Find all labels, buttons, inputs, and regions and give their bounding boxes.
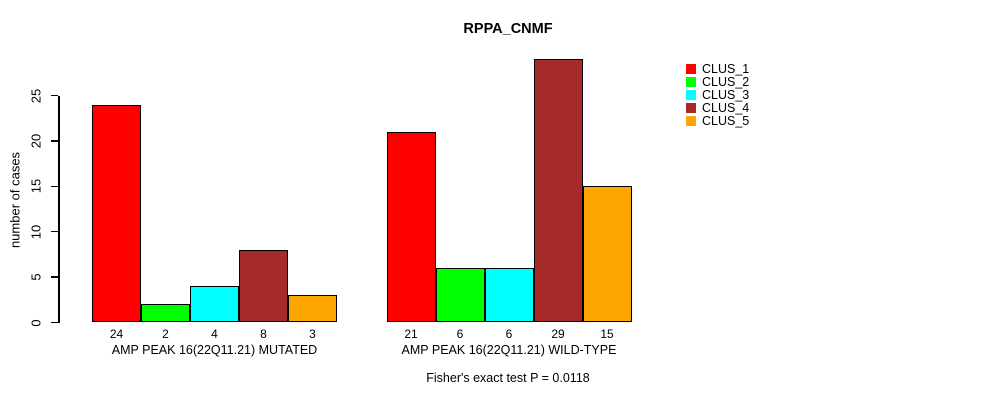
bar-value-label: 6 — [456, 327, 464, 341]
y-axis-tick — [51, 321, 58, 324]
legend-label: CLUS_2 — [702, 74, 750, 89]
bar-clus_1-group1 — [92, 104, 141, 323]
bar-clus_5-group1 — [288, 295, 337, 323]
x-axis-group-label: AMP PEAK 16(22Q11.21) MUTATED — [111, 343, 318, 357]
legend-item-clus_5: CLUS_5 — [686, 113, 750, 128]
y-axis-tick-label: 10 — [28, 224, 44, 239]
y-axis-title: number of cases — [7, 151, 23, 249]
bar-clus_4-group2 — [533, 59, 583, 323]
bar-value-label: 2 — [162, 327, 169, 341]
chart-title: RPPA_CNMF — [463, 21, 553, 37]
y-axis-tick-label: 25 — [28, 88, 44, 103]
legend-swatch-clus_4 — [686, 102, 696, 113]
bar-clus_1-group2 — [386, 131, 436, 323]
bar-value-label: 29 — [551, 327, 565, 341]
y-axis-tick — [51, 140, 58, 142]
bar-clus_4-group1 — [239, 249, 288, 323]
bar-value-label: 15 — [600, 327, 614, 341]
bar-clus_2-group2 — [435, 268, 485, 323]
fisher-test-footnote: Fisher's exact test P = 0.0118 — [426, 371, 590, 385]
x-axis-group-label: AMP PEAK 16(22Q11.21) WILD-TYPE — [401, 343, 617, 357]
bar-clus_5-group2 — [582, 186, 632, 323]
y-axis-line — [58, 95, 60, 323]
legend-item-clus_1: CLUS_1 — [686, 61, 750, 76]
legend-label: CLUS_1 — [702, 61, 750, 76]
legend-swatch-clus_2 — [686, 76, 696, 87]
legend-swatch-clus_1 — [686, 63, 696, 74]
bar-value-label: 3 — [309, 327, 316, 341]
bar-clus_2-group1 — [141, 304, 190, 323]
y-axis-tick-label: 5 — [28, 273, 44, 281]
y-axis-tick — [51, 94, 58, 97]
legend-item-clus_4: CLUS_4 — [686, 100, 750, 115]
bar-value-label: 4 — [211, 327, 218, 341]
bar-value-label: 24 — [109, 327, 124, 341]
y-axis-tick — [51, 276, 58, 278]
legend-item-clus_2: CLUS_2 — [686, 74, 750, 89]
bar-value-label: 21 — [404, 327, 418, 341]
bar-value-label: 6 — [505, 327, 513, 341]
legend-label: CLUS_4 — [702, 100, 750, 115]
legend-label: CLUS_3 — [702, 87, 750, 102]
y-axis-tick — [51, 230, 58, 233]
legend: CLUS_1 CLUS_2 CLUS_3 CLUS_4 CLUS_5 — [686, 61, 750, 128]
y-axis-tick — [51, 185, 58, 188]
y-axis-tick-label: 0 — [28, 318, 44, 327]
bar-value-label: 8 — [260, 327, 267, 341]
y-axis-tick-label: 15 — [28, 179, 44, 194]
legend-label: CLUS_5 — [702, 113, 750, 128]
bar-clus_3-group1 — [190, 286, 239, 323]
bar-clus_3-group2 — [484, 268, 534, 323]
legend-swatch-clus_3 — [686, 89, 696, 100]
legend-item-clus_3: CLUS_3 — [686, 87, 750, 102]
y-axis-tick-label: 20 — [28, 133, 44, 149]
legend-swatch-clus_5 — [686, 115, 696, 126]
